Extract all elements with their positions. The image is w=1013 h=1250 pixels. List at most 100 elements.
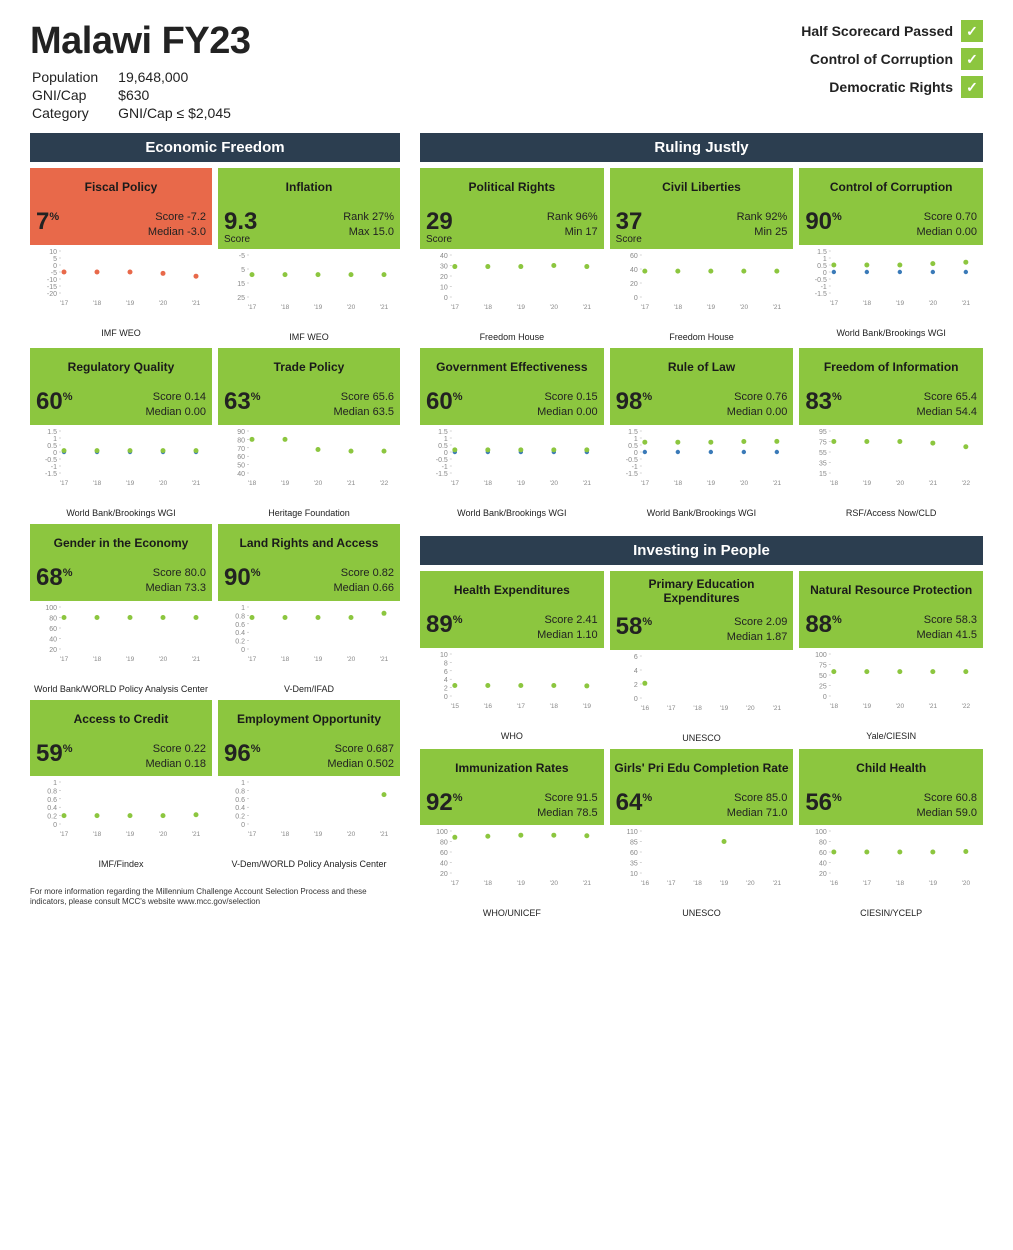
svg-text:5: 5 — [241, 267, 245, 274]
svg-text:55: 55 — [819, 450, 827, 457]
indicator-card: Employment Opportunity 96% Score 0.687Me… — [218, 700, 400, 870]
svg-text:4: 4 — [444, 677, 448, 684]
svg-text:80: 80 — [819, 840, 827, 847]
svg-text:'21: '21 — [929, 480, 938, 487]
card-source: World Bank/Brookings WGI — [420, 508, 604, 518]
svg-text:'18: '18 — [550, 703, 559, 710]
svg-text:20: 20 — [440, 871, 448, 878]
svg-text:60: 60 — [237, 454, 245, 461]
svg-text:0.5: 0.5 — [817, 263, 827, 270]
indicator-card: Natural Resource Protection 88% Score 58… — [799, 571, 983, 743]
svg-text:'21: '21 — [772, 304, 781, 311]
svg-text:'21: '21 — [192, 831, 201, 838]
svg-text:'16: '16 — [830, 880, 839, 887]
svg-text:40: 40 — [440, 253, 448, 260]
indicator-card: Control of Corruption 90% Score 0.70Medi… — [799, 168, 983, 342]
status-list: Half Scorecard Passed✓Control of Corrupt… — [801, 20, 983, 104]
card-score: 58% — [616, 615, 652, 639]
svg-text:'20: '20 — [746, 880, 755, 887]
svg-text:-0.5: -0.5 — [436, 457, 448, 464]
card-score: 56% — [805, 791, 841, 815]
svg-text:'22: '22 — [962, 703, 971, 710]
card-chart: 6420'16'17'18'19'20'21 — [610, 652, 794, 732]
svg-text:5: 5 — [53, 256, 57, 263]
card-body: 90% Score 0.70Median 0.00 — [799, 206, 983, 245]
svg-text:40: 40 — [819, 861, 827, 868]
svg-text:0: 0 — [444, 295, 448, 302]
svg-text:0.2: 0.2 — [235, 638, 245, 645]
card-body: 83% Score 65.4Median 54.4 — [799, 386, 983, 425]
card-chart: 1086420'15'16'17'18'19 — [420, 650, 604, 730]
card-detail: Score 0.82Median 0.66 — [264, 566, 394, 597]
svg-text:'19: '19 — [517, 880, 526, 887]
svg-text:0: 0 — [823, 270, 827, 277]
card-body: 98% Score 0.76Median 0.00 — [610, 386, 794, 425]
card-source: IMF/Findex — [30, 859, 212, 869]
svg-text:75: 75 — [819, 439, 827, 446]
svg-text:1: 1 — [53, 780, 57, 787]
card-source: UNESCO — [610, 733, 794, 743]
svg-text:0: 0 — [634, 295, 638, 302]
svg-text:'17: '17 — [830, 300, 839, 307]
card-detail: Rank 27%Max 15.0 — [261, 210, 394, 241]
svg-text:1.5: 1.5 — [47, 429, 57, 436]
svg-text:'20: '20 — [159, 480, 168, 487]
svg-text:'16: '16 — [484, 703, 493, 710]
svg-text:0.5: 0.5 — [628, 443, 638, 450]
card-chart: 10080604020'17'18'19'20'21 — [30, 603, 212, 683]
card-chart: 6040200'17'18'19'20'21 — [610, 251, 794, 331]
svg-text:'20: '20 — [347, 831, 356, 838]
svg-text:-5: -5 — [51, 270, 57, 277]
card-body: 96% Score 0.687Median 0.502 — [218, 738, 400, 777]
svg-text:'20: '20 — [159, 300, 168, 307]
status-item: Control of Corruption✓ — [801, 48, 983, 70]
meta-value: GNI/Cap ≤ $2,045 — [118, 105, 231, 121]
card-score: 9.3 — [224, 210, 257, 234]
card-title: Government Effectiveness — [420, 348, 604, 386]
card-chart: 11085603510'16'17'18'19'20'21 — [610, 827, 794, 907]
svg-text:'17: '17 — [667, 880, 676, 887]
svg-text:20: 20 — [630, 281, 638, 288]
svg-text:'17: '17 — [640, 480, 649, 487]
card-title: Regulatory Quality — [30, 348, 212, 386]
indicator-card: Political Rights 29Score Rank 96%Min 17 … — [420, 168, 604, 342]
card-chart: 10080604020'16'17'18'19'20 — [799, 827, 983, 907]
card-detail: Score 0.70Median 0.00 — [846, 210, 977, 241]
svg-text:'21: '21 — [583, 480, 592, 487]
indicator-card: Regulatory Quality 60% Score 0.14Median … — [30, 348, 212, 518]
card-chart: 9575553515'18'19'20'21'22 — [799, 427, 983, 507]
card-body: 89% Score 2.41Median 1.10 — [420, 609, 604, 648]
svg-text:40: 40 — [440, 861, 448, 868]
svg-text:-1.5: -1.5 — [45, 471, 57, 478]
svg-text:'17: '17 — [863, 880, 872, 887]
card-detail: Score 0.76Median 0.00 — [656, 390, 787, 421]
svg-text:'17: '17 — [248, 304, 257, 311]
card-score: 89% — [426, 613, 462, 637]
svg-text:'21: '21 — [192, 300, 201, 307]
svg-text:0: 0 — [53, 263, 57, 270]
svg-text:-5: -5 — [239, 253, 245, 260]
svg-text:'19: '19 — [863, 480, 872, 487]
svg-text:'18: '18 — [484, 880, 493, 887]
svg-text:'18: '18 — [830, 703, 839, 710]
card-source: V-Dem/IFAD — [218, 684, 400, 694]
svg-text:'21: '21 — [380, 656, 389, 663]
svg-text:'19: '19 — [314, 304, 323, 311]
card-body: 68% Score 80.0Median 73.3 — [30, 562, 212, 601]
svg-text:'18: '18 — [93, 831, 102, 838]
svg-text:1: 1 — [634, 436, 638, 443]
svg-text:0.2: 0.2 — [235, 814, 245, 821]
svg-text:-1: -1 — [442, 464, 448, 471]
footnote: For more information regarding the Mille… — [30, 887, 400, 906]
card-chart: 1.510.50-0.5-1-1.5'17'18'19'20'21 — [799, 247, 983, 327]
card-score: 64% — [616, 791, 652, 815]
svg-text:'18: '18 — [896, 880, 905, 887]
check-icon: ✓ — [961, 76, 983, 98]
svg-text:'17: '17 — [60, 300, 69, 307]
meta-value: 19,648,000 — [118, 69, 231, 85]
card-title: Political Rights — [420, 168, 604, 206]
card-source: Freedom House — [420, 332, 604, 342]
svg-text:-1: -1 — [821, 284, 827, 291]
svg-text:'20: '20 — [896, 703, 905, 710]
svg-text:'18: '18 — [93, 656, 102, 663]
